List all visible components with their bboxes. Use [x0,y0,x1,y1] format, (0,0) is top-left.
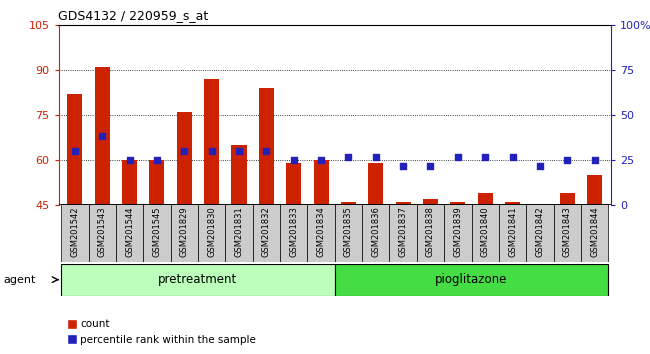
Bar [369,163,383,205]
Bar [450,202,465,205]
Bar [313,160,329,205]
Bar [122,160,137,205]
Bar [526,204,554,262]
Bar [423,199,438,205]
Bar [286,163,301,205]
Bar [259,88,274,205]
Legend: count, percentile rank within the sample: count, percentile rank within the sample [64,315,261,349]
Bar [554,204,581,262]
Text: GSM201542: GSM201542 [70,206,79,257]
Bar [389,204,417,262]
Bar [505,202,520,205]
Point [261,148,272,154]
Point [70,148,80,154]
Bar [335,264,608,296]
Point [207,148,217,154]
Point [370,154,381,160]
Bar [68,94,83,205]
Text: GSM201840: GSM201840 [481,206,489,257]
Bar [88,204,116,262]
Bar [581,204,608,262]
Bar [61,204,88,262]
Bar [204,79,219,205]
Bar [499,204,526,262]
Bar [417,204,444,262]
Text: GSM201835: GSM201835 [344,206,353,257]
Bar [335,204,362,262]
Text: agent: agent [3,275,36,285]
Text: GDS4132 / 220959_s_at: GDS4132 / 220959_s_at [58,9,209,22]
Point [316,157,326,163]
Point [343,154,354,160]
Point [480,154,490,160]
Bar [396,202,411,205]
Text: GSM201838: GSM201838 [426,206,435,257]
Point [151,157,162,163]
Bar [280,204,307,262]
Text: GSM201543: GSM201543 [98,206,107,257]
Bar [231,145,246,205]
Text: GSM201830: GSM201830 [207,206,216,257]
Text: GSM201834: GSM201834 [317,206,326,257]
Text: GSM201832: GSM201832 [262,206,271,257]
Point [452,154,463,160]
Bar [61,264,335,296]
Point [590,157,600,163]
Text: GSM201833: GSM201833 [289,206,298,257]
Text: GSM201844: GSM201844 [590,206,599,257]
Point [508,154,518,160]
Bar [307,204,335,262]
Point [124,157,135,163]
Text: GSM201842: GSM201842 [536,206,545,257]
Text: GSM201841: GSM201841 [508,206,517,257]
Bar [478,193,493,205]
Text: GSM201545: GSM201545 [153,206,161,257]
Text: pioglitazone: pioglitazone [436,273,508,286]
Point [425,164,436,169]
Bar [95,67,110,205]
Point [234,148,244,154]
Bar [341,202,356,205]
Bar [226,204,253,262]
Bar [198,204,226,262]
Text: GSM201843: GSM201843 [563,206,572,257]
Text: GSM201839: GSM201839 [453,206,462,257]
Text: pretreatment: pretreatment [159,273,238,286]
Point [398,164,408,169]
Bar [253,204,280,262]
Bar [171,204,198,262]
Bar [471,204,499,262]
Text: GSM201829: GSM201829 [180,206,188,257]
Bar [116,204,143,262]
Bar [444,204,471,262]
Point [179,148,190,154]
Text: GSM201544: GSM201544 [125,206,134,257]
Point [97,133,107,139]
Bar [587,175,602,205]
Bar [150,160,164,205]
Bar [560,193,575,205]
Bar [362,204,389,262]
Text: GSM201836: GSM201836 [371,206,380,257]
Point [289,157,299,163]
Text: GSM201837: GSM201837 [398,206,408,257]
Bar [177,112,192,205]
Text: GSM201831: GSM201831 [235,206,244,257]
Point [562,157,573,163]
Bar [143,204,171,262]
Point [535,164,545,169]
